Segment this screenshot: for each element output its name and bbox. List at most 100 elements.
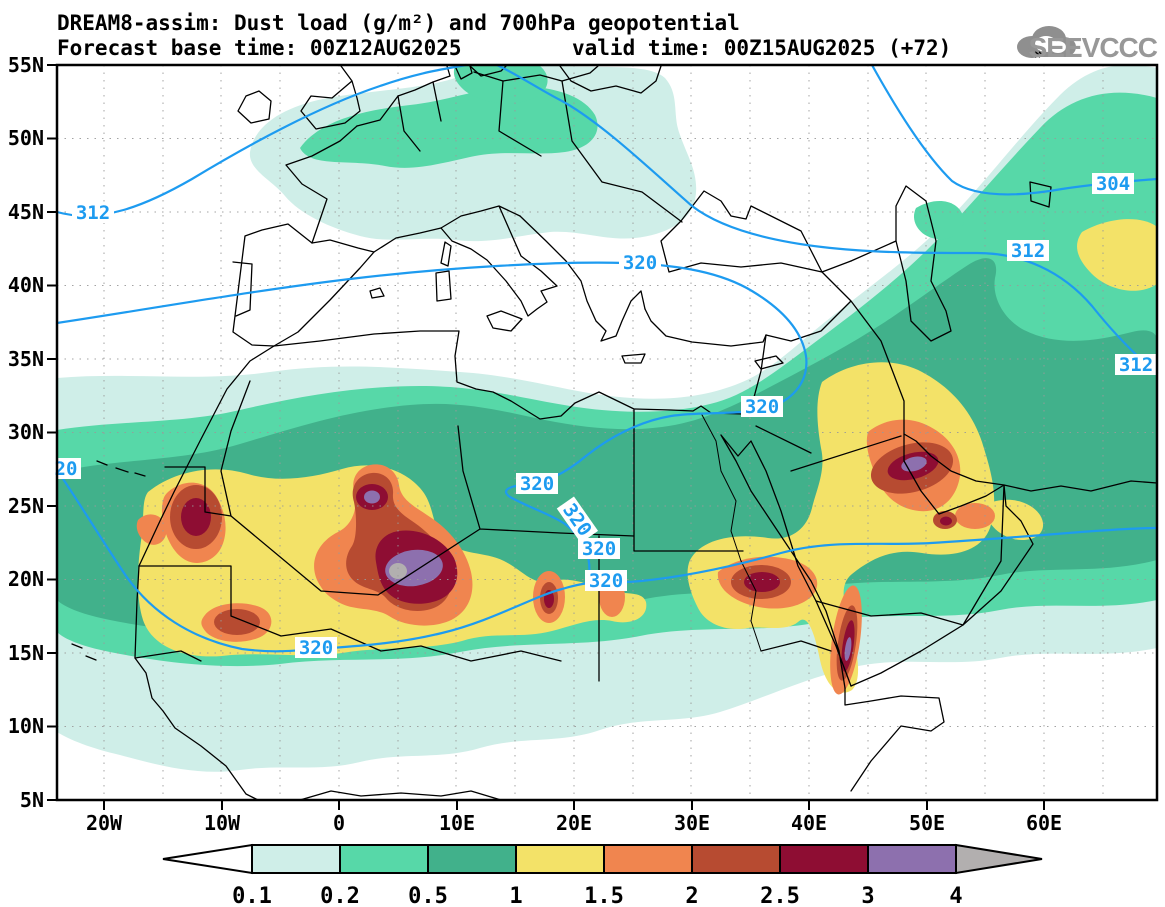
colorbar-tick-label: 0.2 xyxy=(320,884,360,907)
geo-label-text: 312 xyxy=(76,202,110,224)
lat-label: 10N xyxy=(8,714,44,738)
geo-label: 320 xyxy=(516,473,558,495)
colorbar-cell xyxy=(339,844,429,874)
lat-label: 40N xyxy=(8,273,44,297)
geopotential-contour-312-west xyxy=(55,63,468,217)
dust-region xyxy=(744,572,780,592)
title-line1: DREAM8-assim: Dust load (g/m²) and 700hP… xyxy=(57,11,740,35)
geo-label-text: 320 xyxy=(582,538,616,560)
gridline-lon xyxy=(103,65,1104,800)
colorbar-tick-label: 4 xyxy=(949,884,962,907)
coastline-north-sea xyxy=(356,65,599,127)
geo-label: 320 xyxy=(619,252,661,274)
geo-label-text: 320 xyxy=(623,252,657,274)
lon-ticks xyxy=(103,800,1045,810)
colorbar: 0.1 0.2 0.5 1 1.5 2 2.5 3 4 xyxy=(162,843,1043,907)
geo-label-text: 320 xyxy=(589,570,623,592)
colorbar-cell xyxy=(515,844,605,874)
coastline-caspian xyxy=(895,181,1052,342)
geo-label: 312 xyxy=(1115,354,1157,376)
lat-label: 15N xyxy=(8,641,44,665)
geo-label: 312 xyxy=(72,202,114,224)
geo-label: 304 xyxy=(1092,173,1134,195)
colorbar-tick-label: 1.5 xyxy=(584,884,624,907)
dust-region xyxy=(844,637,852,661)
geo-label-box xyxy=(1092,173,1134,194)
geo-label-box xyxy=(72,202,114,223)
cloud-icon: » xyxy=(1017,26,1076,63)
geo-label-box xyxy=(585,570,627,591)
coastline-turkey-blacksea xyxy=(644,190,852,347)
coastline-med-islands xyxy=(369,241,784,370)
lon-label: 20W xyxy=(86,811,123,835)
colorbar-cell xyxy=(603,844,693,874)
geo-label-box xyxy=(1115,354,1157,375)
geo-label: 320 xyxy=(741,396,783,418)
logo-text: SEEVCCC xyxy=(1029,32,1158,63)
lon-axis-labels: 20W 10W 0 10E 20E 30E 40E 50E 60E xyxy=(86,811,1062,835)
geo-label-box xyxy=(1007,240,1049,261)
colorbar-tick-labels: 0.1 0.2 0.5 1 1.5 2 2.5 3 4 xyxy=(232,884,963,907)
coastline-north-africa xyxy=(273,330,744,420)
geo-label-text: 20 xyxy=(55,458,78,480)
geo-label-box xyxy=(516,473,558,494)
lat-ticks xyxy=(47,64,57,801)
lat-label: 30N xyxy=(8,420,44,444)
dust-region xyxy=(214,609,260,635)
geo-label-text: 320 xyxy=(299,637,333,659)
colorbar-cell xyxy=(867,844,957,874)
coastline-balkans-greece xyxy=(519,215,646,342)
geo-label: 312 xyxy=(1007,240,1049,262)
dust-region xyxy=(913,201,964,240)
dust-region xyxy=(364,490,380,504)
dust-region xyxy=(984,499,1044,540)
river-nile xyxy=(700,412,762,652)
colorbar-tick-label: 0.1 xyxy=(232,884,272,907)
lat-label: 5N xyxy=(20,788,44,812)
seevccc-logo: » SEEVCCC xyxy=(1017,26,1159,63)
coastline-france xyxy=(285,125,442,253)
dust-region xyxy=(181,498,211,536)
colorbar-cell xyxy=(691,844,781,874)
dust-region xyxy=(955,503,995,529)
geo-label: 320 xyxy=(295,637,337,659)
geo-label-box xyxy=(52,458,81,479)
geo-label-text: 304 xyxy=(1096,173,1130,195)
lon-label: 20E xyxy=(556,811,592,835)
valid-time: valid time: 00Z15AUG2025 (+72) xyxy=(572,36,951,60)
map-frame xyxy=(47,63,1159,810)
lat-axis-labels: 55N 50N 45N 40N 35N 30N 25N 20N 15N 10N … xyxy=(8,53,44,812)
dust-region xyxy=(1077,219,1157,291)
colorbar-tick-label: 0.5 xyxy=(408,884,448,907)
geo-label-box xyxy=(619,252,661,273)
lon-label: 10E xyxy=(439,811,475,835)
lon-label: 50E xyxy=(909,811,945,835)
dust-level-4 xyxy=(389,563,407,579)
coastline-horn-of-africa xyxy=(844,687,945,792)
borders-africa xyxy=(134,380,832,682)
dust-region xyxy=(453,66,548,104)
lat-label: 50N xyxy=(8,126,44,150)
lat-label: 45N xyxy=(8,200,44,224)
geo-label: 320 xyxy=(578,538,620,560)
dust-region xyxy=(300,85,598,168)
coastline-arabia xyxy=(850,433,1158,687)
geo-label-box xyxy=(741,396,783,417)
colorbar-tick-label: 2.5 xyxy=(760,884,800,907)
coastlines-layer xyxy=(71,65,1158,801)
lon-label: 10W xyxy=(204,811,241,835)
lon-label: 40E xyxy=(791,811,827,835)
borders-europe xyxy=(397,80,683,223)
cloud-chevron: » xyxy=(1034,45,1044,63)
geo-label: 320 xyxy=(585,570,627,592)
dust-region xyxy=(940,516,952,526)
coastline-italy xyxy=(440,205,558,317)
geo-label: 20 xyxy=(52,458,81,480)
geo-label-text: 312 xyxy=(1119,354,1153,376)
colorbar-cell xyxy=(251,844,341,874)
dust-region xyxy=(389,563,407,579)
dust-shading-layer xyxy=(57,64,1157,772)
colorbar-underflow-arrow xyxy=(162,843,253,875)
